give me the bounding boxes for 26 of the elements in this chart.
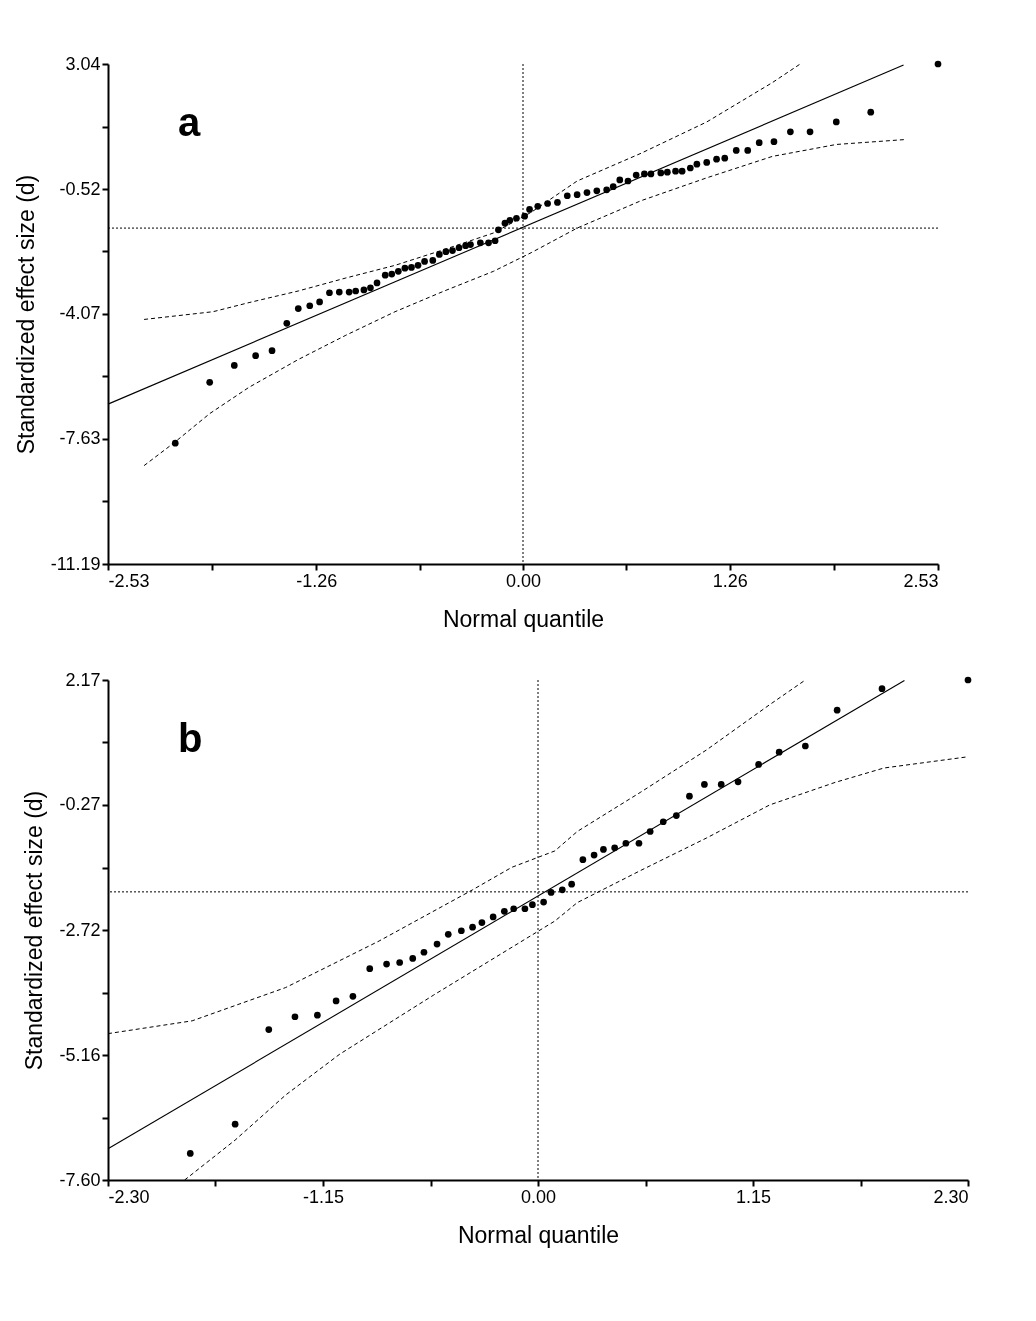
- y-tick-label: 2.17: [65, 669, 101, 690]
- x-tick-label: 0.00: [505, 570, 542, 591]
- y-tick-label: -7.60: [59, 1169, 101, 1190]
- x-tick-label: -2.53: [108, 570, 150, 591]
- annotation: a: [178, 100, 201, 144]
- x-tick-label: -1.15: [302, 1186, 345, 1207]
- y-tick-label: -5.16: [59, 1044, 101, 1065]
- y-tick-label: -7.63: [59, 428, 101, 449]
- x-tick-label: -1.26: [296, 570, 338, 591]
- x-axis-title: Normal quantile: [442, 605, 605, 632]
- x-tick-label: 2.30: [933, 1186, 969, 1207]
- x-tick-label: 2.53: [903, 570, 939, 591]
- annotation: b: [178, 716, 203, 760]
- y-tick-label: -11.19: [50, 553, 101, 574]
- y-axis-title: Standardized effect size (d): [12, 174, 39, 455]
- y-tick-label: -0.52: [59, 178, 101, 199]
- x-axis-title: Normal quantile: [457, 1221, 620, 1248]
- x-tick-label: 1.26: [712, 570, 748, 591]
- y-tick-label: -0.27: [59, 794, 101, 815]
- x-tick-label: 1.15: [735, 1186, 772, 1207]
- y-tick-label: 3.04: [65, 53, 101, 74]
- y-tick-label: -4.07: [59, 303, 101, 324]
- x-tick-label: -2.30: [108, 1186, 150, 1207]
- x-tick-label: 0.00: [520, 1186, 557, 1207]
- y-tick-label: -2.72: [59, 919, 101, 940]
- y-axis-title: Standardized effect size (d): [21, 790, 48, 1071]
